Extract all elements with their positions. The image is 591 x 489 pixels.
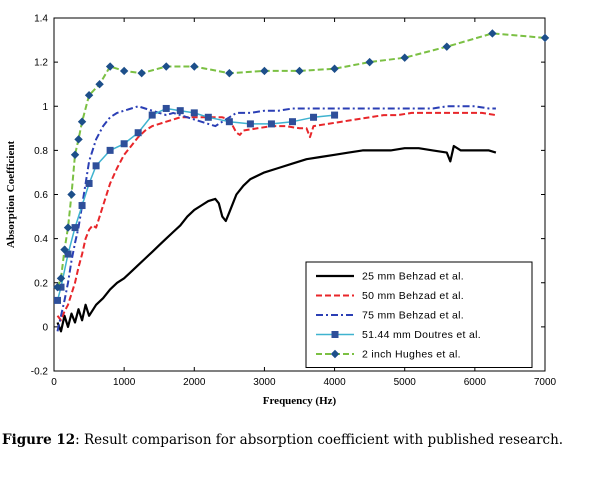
data-point xyxy=(137,68,146,78)
data-point xyxy=(92,162,100,170)
legend-item: 51.44 mm Doutres et al. xyxy=(316,329,481,341)
legend-label: 50 mm Behzad et al. xyxy=(362,290,464,302)
figure-caption: Figure 12: Result comparison for absorpt… xyxy=(2,430,567,450)
data-point xyxy=(190,109,198,117)
x-tick-label: 1000 xyxy=(113,377,136,388)
series-1 xyxy=(56,144,497,333)
legend-item: 75 mm Behzad et al. xyxy=(316,310,464,322)
series-line xyxy=(56,105,496,332)
x-axis: 0 1000 2000 3000 4000 5000 6000 7000 xyxy=(51,18,557,388)
data-point xyxy=(78,202,86,210)
data-point xyxy=(190,62,199,71)
data-point xyxy=(540,33,550,43)
caption-text: : Result comparison for absorption coeff… xyxy=(75,432,564,448)
plot-area: 0 1000 2000 3000 4000 5000 6000 7000 -0.200.20.… xyxy=(31,14,557,389)
data-point xyxy=(56,274,66,283)
y-axis-label: Absorption Coefficient xyxy=(5,141,17,249)
data-point xyxy=(77,117,87,126)
y-axis: -0.2 0 0.2 0.4 0.6 0.8 1 1.2 1.4 xyxy=(31,14,545,378)
series-line xyxy=(56,111,497,322)
legend-item: 50 mm Behzad et al. xyxy=(316,290,464,302)
data-point xyxy=(60,245,69,254)
data-point xyxy=(119,66,129,76)
data-point xyxy=(310,113,318,121)
series-layer xyxy=(53,29,550,333)
data-point xyxy=(288,118,296,126)
series-4 xyxy=(54,104,339,304)
data-point xyxy=(225,118,233,126)
data-point xyxy=(331,111,339,119)
caption-lead: Figure 12 xyxy=(2,432,76,448)
data-point xyxy=(176,107,184,115)
series-2 xyxy=(56,111,497,322)
data-point xyxy=(267,120,275,128)
data-point xyxy=(162,62,171,71)
y-tick-label: 1.2 xyxy=(34,58,48,69)
data-point xyxy=(134,129,142,137)
x-tick-label: 5000 xyxy=(394,377,417,388)
data-point xyxy=(225,68,234,78)
legend-label: 75 mm Behzad et al. xyxy=(362,310,464,322)
x-tick-label: 6000 xyxy=(464,377,487,388)
data-point xyxy=(63,223,73,232)
x-tick-label: 3000 xyxy=(253,377,276,388)
data-point xyxy=(148,111,156,119)
data-point xyxy=(74,135,83,144)
y-tick-label: 0.8 xyxy=(34,146,48,157)
x-tick-label: 0 xyxy=(51,377,57,388)
data-point xyxy=(162,104,170,112)
legend-marker xyxy=(331,331,339,338)
data-point xyxy=(67,190,76,199)
chart: 0 1000 2000 3000 4000 5000 6000 7000 -0.200.20.… xyxy=(5,14,557,408)
data-point xyxy=(488,29,497,38)
y-tick-label: 1.4 xyxy=(34,14,48,25)
data-point xyxy=(84,91,94,100)
x-axis-label: Frequency (Hz) xyxy=(263,395,337,407)
legend-box xyxy=(305,261,533,368)
legend-item: 25 mm Behzad et al. xyxy=(316,271,464,283)
legend-label: 2 inch Hughes et al. xyxy=(362,349,461,361)
data-point xyxy=(400,53,409,62)
data-point xyxy=(330,64,339,73)
series-line xyxy=(56,107,335,301)
x-tick-label: 2000 xyxy=(183,377,206,388)
legend-label: 25 mm Behzad et al. xyxy=(362,271,464,283)
y-tick-label: -0.2 xyxy=(31,367,49,378)
series-line xyxy=(56,32,546,288)
data-point xyxy=(295,66,304,76)
data-point xyxy=(106,146,114,154)
data-point xyxy=(53,282,62,292)
data-point xyxy=(120,140,128,148)
legend: 25 mm Behzad et al. 50 mm Behzad et al. 75… xyxy=(305,261,533,368)
data-point xyxy=(365,57,374,67)
series-5 xyxy=(53,29,550,292)
legend-label: 51.44 mm Doutres et al. xyxy=(362,329,481,341)
data-point xyxy=(246,120,254,128)
series-3 xyxy=(56,105,496,332)
y-tick-label: 0.4 xyxy=(34,234,48,245)
y-tick-label: 1 xyxy=(42,102,48,113)
y-tick-label: 0.2 xyxy=(34,278,48,289)
data-point xyxy=(64,250,72,258)
series-line xyxy=(56,144,497,333)
y-tick-label: 0 xyxy=(42,322,48,333)
data-point xyxy=(85,179,93,187)
x-tick-label: 7000 xyxy=(534,377,557,388)
legend-marker xyxy=(330,349,340,359)
data-point xyxy=(260,66,269,76)
data-point xyxy=(95,79,104,89)
data-point xyxy=(54,296,62,304)
y-tick-label: 0.6 xyxy=(34,190,48,201)
legend-item: 2 inch Hughes et al. xyxy=(316,349,461,361)
x-tick-label: 4000 xyxy=(323,377,346,388)
data-point xyxy=(71,224,79,232)
data-point xyxy=(70,150,80,159)
data-point xyxy=(105,62,115,71)
data-point xyxy=(204,113,212,121)
data-point xyxy=(442,42,452,51)
